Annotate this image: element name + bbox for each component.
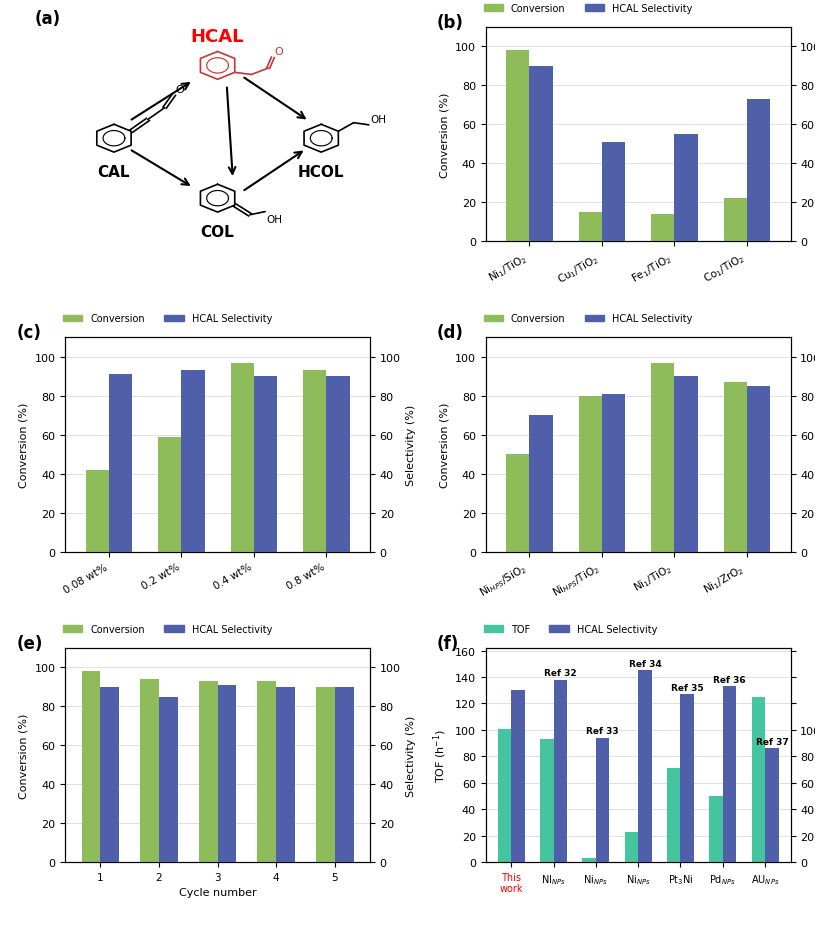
Text: HCAL: HCAL	[191, 28, 244, 46]
Bar	[258, 681, 276, 862]
Text: Ref 35: Ref 35	[671, 683, 703, 692]
Text: OH: OH	[267, 214, 283, 224]
Bar	[108, 375, 132, 552]
Bar	[335, 687, 354, 862]
Y-axis label: Conversion (%): Conversion (%)	[439, 402, 450, 488]
Bar	[638, 670, 652, 862]
Bar	[540, 740, 553, 862]
Text: O: O	[275, 47, 283, 57]
Bar	[253, 377, 277, 552]
Bar	[596, 738, 610, 862]
Bar	[747, 100, 770, 242]
Y-axis label: Conversion (%): Conversion (%)	[19, 402, 29, 488]
Bar	[724, 199, 747, 242]
Bar	[506, 454, 529, 552]
Bar	[553, 679, 567, 862]
Bar	[529, 416, 553, 552]
Text: (c): (c)	[16, 324, 42, 342]
Bar	[86, 470, 108, 552]
Bar	[498, 729, 511, 862]
Y-axis label: TOF (h$^{-1}$): TOF (h$^{-1}$)	[432, 728, 449, 782]
Text: Ref 33: Ref 33	[586, 727, 619, 735]
X-axis label: Cycle number: Cycle number	[178, 887, 257, 897]
Text: (d): (d)	[437, 324, 464, 342]
Bar	[511, 691, 525, 862]
Bar	[751, 697, 765, 862]
Bar	[582, 858, 596, 862]
Legend: Conversion, HCAL Selectivity: Conversion, HCAL Selectivity	[480, 0, 696, 18]
Text: (f): (f)	[437, 634, 460, 653]
Y-axis label: Selectivity (%): Selectivity (%)	[406, 715, 416, 795]
Bar	[327, 377, 350, 552]
Bar	[675, 377, 698, 552]
Y-axis label: Selectivity (%): Selectivity (%)	[406, 404, 416, 486]
Bar	[316, 687, 335, 862]
Legend: Conversion, HCAL Selectivity: Conversion, HCAL Selectivity	[59, 311, 275, 328]
Bar	[651, 214, 675, 242]
Bar	[723, 687, 737, 862]
Bar	[231, 363, 253, 552]
Text: (a): (a)	[35, 9, 61, 28]
Text: O: O	[175, 84, 184, 95]
Text: COL: COL	[200, 224, 235, 239]
Bar	[624, 832, 638, 862]
Bar	[159, 697, 178, 862]
Bar	[506, 51, 529, 242]
Text: Ref 34: Ref 34	[628, 659, 661, 668]
Text: HCOL: HCOL	[298, 165, 345, 180]
Bar	[667, 768, 681, 862]
Bar	[100, 687, 119, 862]
Bar	[529, 67, 553, 242]
Legend: Conversion, HCAL Selectivity: Conversion, HCAL Selectivity	[59, 620, 275, 638]
Text: Ref 36: Ref 36	[713, 675, 746, 684]
Bar	[579, 212, 602, 242]
Legend: Conversion, HCAL Selectivity: Conversion, HCAL Selectivity	[480, 311, 696, 328]
Bar	[709, 796, 723, 862]
Legend: TOF, HCAL Selectivity: TOF, HCAL Selectivity	[480, 620, 661, 638]
Bar	[765, 748, 778, 862]
Bar	[276, 687, 295, 862]
Text: (b): (b)	[437, 14, 464, 32]
Bar	[579, 397, 602, 552]
Bar	[140, 679, 159, 862]
Text: Ref 37: Ref 37	[756, 737, 788, 746]
Bar	[651, 363, 675, 552]
Bar	[747, 387, 770, 552]
Bar	[158, 438, 181, 552]
Bar	[724, 383, 747, 552]
Y-axis label: Conversion (%): Conversion (%)	[439, 92, 450, 177]
Bar	[181, 371, 205, 552]
Text: CAL: CAL	[98, 165, 130, 180]
Bar	[218, 685, 236, 862]
Bar	[602, 394, 625, 552]
Text: (e): (e)	[16, 634, 43, 653]
Text: OH: OH	[370, 115, 386, 124]
Bar	[602, 143, 625, 242]
Bar	[675, 134, 698, 242]
Bar	[681, 694, 694, 862]
Bar	[82, 671, 100, 862]
Bar	[303, 371, 327, 552]
Text: Ref 32: Ref 32	[544, 668, 576, 678]
Y-axis label: Conversion (%): Conversion (%)	[19, 713, 29, 798]
Bar	[199, 681, 218, 862]
